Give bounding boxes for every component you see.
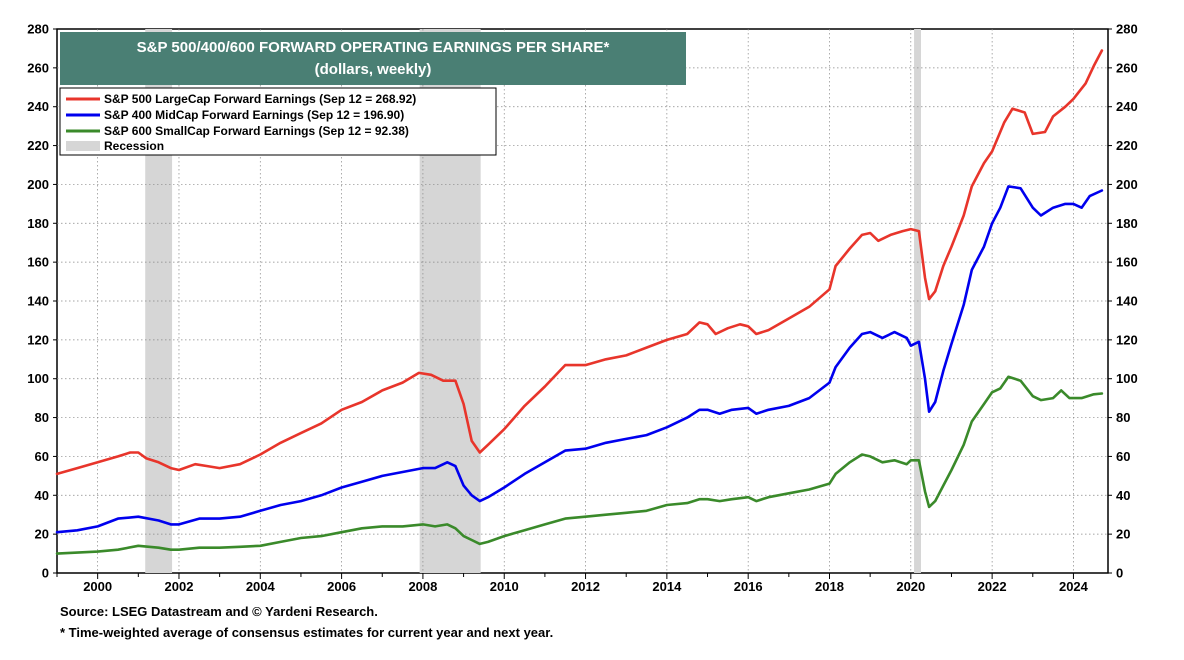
series-line-2	[55, 185, 1104, 534]
ytick-label-right: 40	[1116, 488, 1130, 503]
gridlines	[57, 29, 1108, 573]
ytick-label-left: 160	[27, 255, 49, 270]
legend-label-recession: Recession	[104, 139, 164, 153]
ytick-label-left: 20	[35, 527, 49, 542]
legend-label-sp600: S&P 600 SmallCap Forward Earnings (Sep 1…	[104, 124, 409, 138]
legend-swatch-recession	[66, 141, 100, 151]
series-lines	[55, 49, 1104, 555]
xtick-label: 2002	[165, 579, 194, 594]
ytick-label-left: 240	[27, 99, 49, 114]
ytick-label-left: 200	[27, 177, 49, 192]
xtick-label: 2010	[490, 579, 519, 594]
ytick-label-right: 0	[1116, 566, 1123, 581]
xtick-label: 2004	[246, 579, 276, 594]
ytick-label-right: 160	[1116, 255, 1138, 270]
ytick-label-right: 280	[1116, 22, 1138, 37]
ytick-label-right: 120	[1116, 332, 1138, 347]
footnote: * Time-weighted average of consensus est…	[60, 625, 554, 640]
ytick-label-right: 100	[1116, 371, 1138, 386]
ytick-label-right: 80	[1116, 410, 1130, 425]
ytick-label-right: 140	[1116, 294, 1138, 309]
xtick-label: 2024	[1059, 579, 1089, 594]
ytick-label-left: 260	[27, 60, 49, 75]
ytick-label-left: 60	[35, 449, 49, 464]
ytick-label-left: 40	[35, 488, 49, 503]
legend-label-sp500: S&P 500 LargeCap Forward Earnings (Sep 1…	[104, 92, 416, 106]
xtick-label: 2000	[83, 579, 112, 594]
title-box: S&P 500/400/600 FORWARD OPERATING EARNIN…	[60, 32, 686, 85]
chart-subtitle: (dollars, weekly)	[315, 61, 432, 78]
ytick-label-left: 80	[35, 410, 49, 425]
xtick-label: 2016	[734, 579, 763, 594]
ytick-label-left: 280	[27, 22, 49, 37]
ytick-label-left: 140	[27, 294, 49, 309]
series-line-3	[55, 375, 1104, 555]
ytick-label-left: 120	[27, 332, 49, 347]
chart-title: S&P 500/400/600 FORWARD OPERATING EARNIN…	[137, 39, 610, 56]
xtick-label: 2014	[652, 579, 682, 594]
ytick-label-left: 0	[42, 566, 49, 581]
legend: S&P 500 LargeCap Forward Earnings (Sep 1…	[59, 87, 497, 156]
ytick-label-right: 240	[1116, 99, 1138, 114]
ytick-label-left: 180	[27, 216, 49, 231]
source-note: Source: LSEG Datastream and © Yardeni Re…	[60, 604, 378, 619]
ytick-label-right: 200	[1116, 177, 1138, 192]
legend-label-sp400: S&P 400 MidCap Forward Earnings (Sep 12 …	[104, 108, 404, 122]
ytick-label-left: 220	[27, 138, 49, 153]
xtick-label: 2018	[815, 579, 844, 594]
xtick-label: 2012	[571, 579, 600, 594]
ytick-label-right: 260	[1116, 60, 1138, 75]
xtick-label: 2008	[408, 579, 437, 594]
series-line-1	[55, 49, 1104, 476]
ytick-label-right: 20	[1116, 527, 1130, 542]
xtick-label: 2020	[896, 579, 925, 594]
ytick-label-left: 100	[27, 371, 49, 386]
xtick-label: 2006	[327, 579, 356, 594]
ytick-label-right: 220	[1116, 138, 1138, 153]
ytick-label-right: 180	[1116, 216, 1138, 231]
ytick-label-right: 60	[1116, 449, 1130, 464]
xtick-label: 2022	[978, 579, 1007, 594]
